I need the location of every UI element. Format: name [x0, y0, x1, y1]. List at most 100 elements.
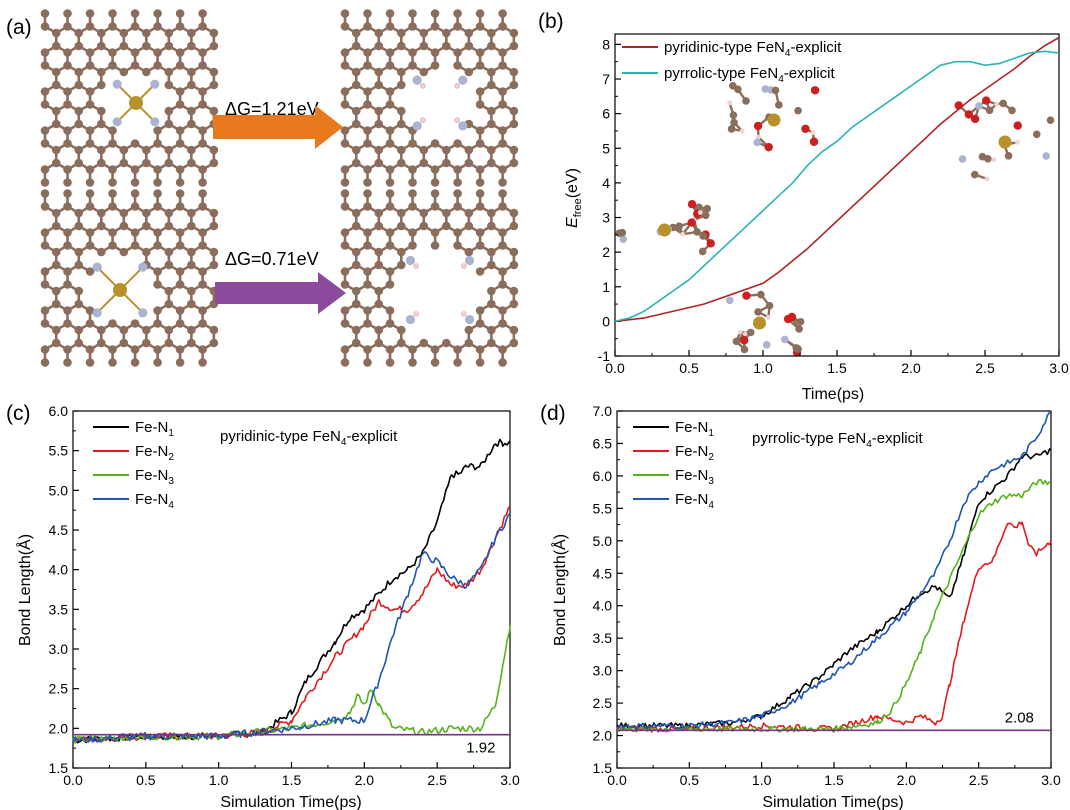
carbon-atom — [475, 100, 485, 109]
oxygen-atom — [981, 96, 991, 105]
carbon-atom — [363, 319, 372, 328]
oxygen-atom — [801, 124, 810, 134]
carbon-atom — [430, 48, 440, 57]
carbon-atom — [363, 126, 372, 135]
panel-c-legend-label: Fe-N1 — [135, 419, 174, 439]
carbon-atom — [475, 228, 485, 237]
panel-d-y-axis-label: Bond Length(Å) — [550, 534, 569, 646]
panel-c-x-tick-label: 0.5 — [136, 772, 156, 788]
carbon-atom — [175, 9, 185, 18]
carbon-atom — [351, 325, 361, 335]
carbon-atom — [85, 228, 95, 237]
carbon-atom — [108, 228, 117, 237]
carbon-atom — [509, 325, 519, 335]
title-sub: 4 — [866, 439, 872, 450]
carbon-atom — [408, 139, 417, 148]
carbon-atom — [142, 67, 151, 77]
carbon-atom — [385, 267, 395, 276]
carbon-atom — [796, 317, 805, 326]
carbon-atom — [85, 61, 95, 70]
carbon-atom — [351, 119, 361, 129]
panel-b-y-tick-label: 6 — [602, 106, 610, 122]
carbon-atom — [419, 67, 429, 77]
carbon-atom — [351, 106, 361, 116]
carbon-atom — [108, 9, 117, 18]
carbon-atom — [374, 260, 384, 270]
panel-d-legend-label: Fe-N2 — [675, 443, 714, 463]
carbon-atom — [340, 48, 350, 57]
panel-c-y-tick-label: 2.0 — [49, 720, 69, 736]
carbon-atom — [153, 61, 162, 70]
carbon-atom — [498, 100, 507, 109]
carbon-atom — [363, 345, 372, 354]
carbon-atom — [119, 221, 129, 231]
carbon-atom — [175, 319, 185, 328]
carbon-atom — [351, 286, 361, 296]
carbon-atom — [498, 139, 507, 148]
carbon-atom — [374, 106, 384, 116]
hydrogen-atom — [1014, 139, 1020, 145]
carbon-atom — [453, 358, 462, 367]
carbon-atom — [63, 165, 72, 174]
carbon-atom — [108, 345, 117, 354]
carbon-atom — [396, 325, 406, 335]
panel-d-plot-frame — [616, 410, 1052, 769]
carbon-atom — [130, 61, 140, 70]
carbon-atom — [475, 241, 485, 250]
carbon-atom — [119, 41, 129, 51]
oxygen-atom — [687, 218, 696, 227]
carbon-atom — [374, 80, 384, 90]
carbon-atom — [108, 358, 117, 367]
carbon-atom — [498, 319, 507, 328]
panel-b-y-tick-label: 8 — [602, 36, 610, 52]
carbon-atom — [340, 126, 350, 135]
panel-b: (b) 0.0 0.5 1.0 1.5 2.0 2.5 3.0 -1 0 1 2 3 4 5 6 7 8 pyr… — [538, 10, 1069, 403]
carbon-atom — [63, 228, 72, 237]
carbon-atom — [187, 338, 196, 348]
carbon-atom — [419, 41, 429, 51]
carbon-atom — [453, 178, 462, 187]
panel-b-label: (b) — [538, 10, 564, 33]
carbon-atom — [51, 106, 61, 116]
carbon-atom — [187, 67, 196, 77]
carbon-atom — [396, 28, 406, 38]
carbon-atom — [374, 67, 384, 77]
hydrogen-atom — [697, 210, 703, 215]
carbon-atom — [374, 145, 384, 155]
carbon-atom — [85, 202, 95, 211]
carbon-atom — [153, 165, 162, 174]
carbon-atom — [108, 22, 117, 31]
carbon-atom — [385, 358, 395, 367]
carbon-atom — [85, 87, 95, 96]
carbon-atom — [408, 345, 417, 354]
panel-c-y-tick-label: 4.0 — [49, 562, 69, 578]
panel-d-x-tick-label: 1.0 — [752, 772, 772, 788]
nitrogen-atom — [619, 235, 628, 243]
carbon-atom — [408, 22, 417, 31]
carbon-atom — [198, 241, 207, 250]
carbon-atom — [363, 280, 372, 289]
carbon-atom — [187, 208, 196, 218]
nitrogen-atom — [405, 314, 416, 325]
panel-d-y-tick-label: 1.5 — [593, 760, 613, 776]
hydrogen-atom — [413, 263, 419, 269]
carbon-atom — [453, 48, 462, 57]
panel-b-y-axis-label: Efree(eV) — [564, 168, 584, 228]
carbon-atom — [732, 337, 741, 346]
carbon-atom — [509, 67, 519, 77]
panel-c-label: (c) — [6, 402, 31, 425]
carbon-atom — [985, 106, 994, 115]
carbon-atom — [108, 202, 117, 211]
carbon-atom — [675, 222, 684, 230]
panel-c-y-tick-label: 1.5 — [49, 760, 69, 776]
carbon-atom — [187, 247, 196, 257]
carbon-atom — [108, 48, 117, 57]
carbon-atom — [453, 202, 462, 211]
carbon-atom — [153, 202, 162, 211]
carbon-atom — [142, 145, 151, 155]
carbon-atom — [209, 325, 219, 335]
panel-b-y-tick-label: 1 — [602, 279, 610, 295]
title-main: pyrrolic-type FeN — [752, 430, 866, 447]
carbon-atom — [475, 61, 485, 70]
panel-c-legend-label: Fe-N4 — [135, 491, 174, 511]
